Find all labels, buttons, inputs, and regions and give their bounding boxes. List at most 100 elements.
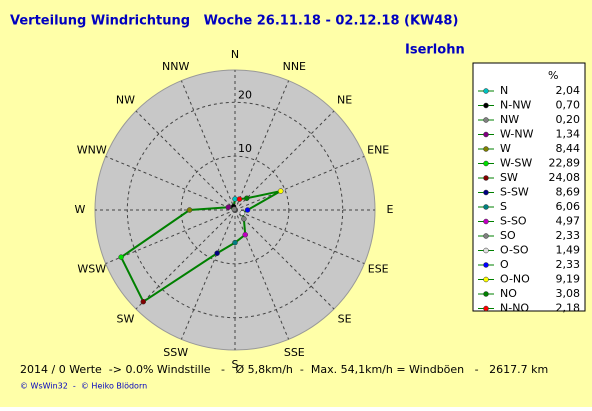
direction-label: SE	[338, 313, 352, 326]
direction-label: SSE	[284, 346, 305, 359]
legend-value: 2,33	[556, 229, 581, 242]
legend-box	[472, 62, 586, 312]
grid-circle	[126, 101, 344, 319]
wind-point	[277, 188, 284, 194]
legend-value: 2,18	[556, 302, 581, 315]
wind-point	[242, 231, 248, 238]
legend-marker	[483, 233, 489, 239]
wind-point	[186, 207, 193, 213]
legend-marker	[483, 204, 489, 210]
direction-label: NNW	[162, 60, 189, 73]
direction-label: WNW	[77, 144, 107, 157]
legend-marker	[483, 175, 489, 181]
direction-label: NNE	[283, 60, 306, 73]
legend-marker	[483, 102, 489, 109]
legend-label: W	[500, 142, 511, 155]
legend-value: 2,33	[556, 258, 581, 271]
direction-label: WSW	[77, 262, 106, 275]
spoke	[234, 155, 365, 211]
legend-label: S	[500, 200, 507, 213]
direction-label: N	[231, 48, 239, 61]
legend-marker	[483, 160, 489, 167]
spoke	[234, 209, 335, 310]
legend-marker	[483, 131, 489, 138]
legend-value: 0,70	[556, 99, 581, 112]
legend-label: N-NO	[500, 302, 529, 315]
direction-label: SSW	[163, 346, 188, 359]
wind-point	[231, 206, 237, 212]
spoke	[180, 209, 236, 340]
r-tick-label: 10	[238, 142, 252, 155]
spoke	[234, 80, 290, 211]
direction-label: NE	[337, 93, 352, 106]
legend-label: S-SW	[500, 186, 529, 199]
spoke	[234, 110, 335, 211]
legend-label: S-SO	[500, 215, 527, 228]
spoke	[234, 209, 290, 340]
wind-point	[239, 210, 246, 216]
wind-point	[225, 204, 232, 210]
legend-value: 8,69	[556, 186, 581, 199]
spoke	[105, 155, 236, 211]
wind-point	[118, 254, 124, 260]
wind-point	[241, 216, 247, 222]
legend-label: NO	[500, 287, 517, 300]
footer: 2014 / 0 Werte -> 0.0% Windstille - Ø 5,…	[20, 363, 548, 376]
legend-marker	[483, 88, 489, 94]
legend-label: SO	[500, 229, 516, 242]
direction-label: NW	[116, 93, 135, 106]
legend-value: 24,08	[549, 171, 581, 184]
legend-value: 1,34	[556, 128, 581, 141]
legend-value: 1,49	[556, 244, 581, 257]
legend-value: 9,19	[556, 273, 581, 286]
wind-point	[236, 196, 243, 202]
grid-circle	[180, 155, 290, 265]
legend-label: N-NW	[500, 99, 531, 112]
legend-label: O-NO	[500, 273, 530, 286]
legend-label: W-NW	[500, 128, 534, 141]
legend-marker	[483, 218, 489, 225]
spoke	[105, 209, 236, 265]
legend-marker	[483, 189, 489, 196]
legend-marker	[483, 146, 489, 152]
legend-label: O	[500, 258, 509, 271]
wind-point	[244, 207, 251, 213]
direction-label: W	[75, 203, 86, 216]
legend-label: W-SW	[500, 157, 532, 170]
legend-value: 2,04	[556, 84, 581, 97]
legend-marker	[483, 262, 489, 268]
direction-label: ESE	[368, 262, 389, 275]
legend-label: NW	[500, 113, 519, 126]
legend-value: 8,44	[556, 142, 581, 155]
direction-label: E	[387, 203, 394, 216]
legend-value: 4,97	[556, 215, 581, 228]
direction-label: S	[232, 358, 239, 371]
legend-label: O-SO	[500, 244, 529, 257]
wind-point	[232, 239, 238, 246]
spoke	[135, 209, 236, 310]
wind-point	[214, 250, 220, 256]
legend-value: 0,20	[556, 113, 581, 126]
legend-value: 6,06	[556, 200, 581, 213]
chart-title: Verteilung Windrichtung Woche 26.11.18 -…	[10, 14, 458, 29]
legend-value: 3,08	[556, 287, 581, 300]
legend-header: %	[548, 69, 558, 82]
spoke	[234, 209, 365, 265]
location: Iserlohn	[405, 43, 465, 58]
r-tick-label: 20	[238, 88, 252, 101]
legend-marker	[483, 117, 489, 123]
spoke	[180, 80, 236, 211]
legend-label: N	[500, 84, 508, 97]
direction-label: SW	[116, 313, 134, 326]
spoke	[135, 110, 236, 211]
legend-value: 22,89	[549, 157, 581, 170]
legend-marker	[483, 305, 489, 312]
legend-label: SW	[500, 171, 518, 184]
wind-point	[140, 298, 147, 305]
wind-point	[243, 195, 250, 202]
legend-marker	[483, 291, 489, 297]
legend-marker	[483, 247, 489, 254]
legend-marker	[483, 276, 489, 283]
credits: © WsWin32 - © Heiko Blödorn	[20, 382, 147, 391]
